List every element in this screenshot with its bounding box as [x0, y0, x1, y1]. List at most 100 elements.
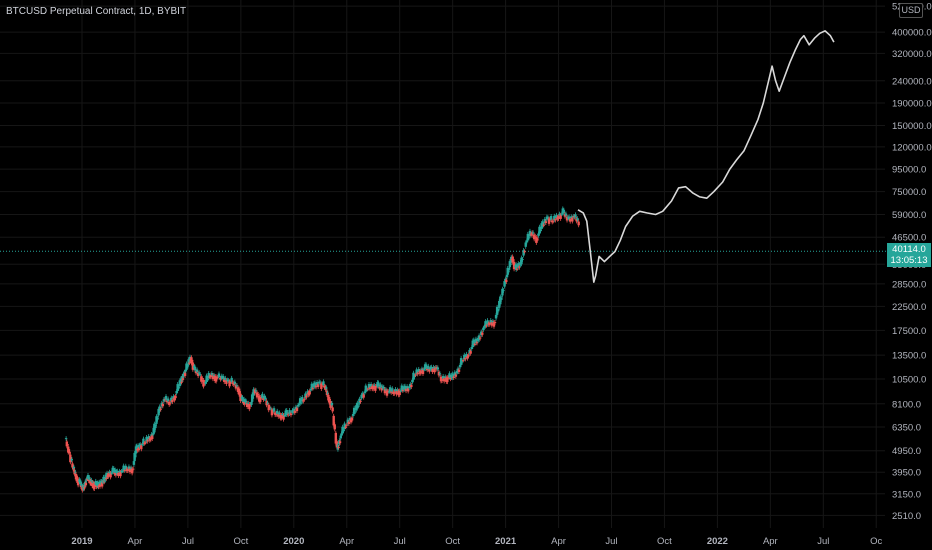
candle-body [366, 388, 370, 390]
candle-body [547, 218, 551, 224]
candle-body [390, 391, 393, 393]
candle-body [333, 424, 336, 430]
candle-body [88, 477, 91, 481]
y-tick-label: 320000.0 [892, 49, 932, 60]
y-tick-label: 28500.0 [892, 279, 926, 290]
candle-body [238, 391, 241, 393]
candle-body [291, 410, 294, 413]
candle-body [421, 369, 425, 375]
candle-body [301, 396, 304, 402]
candle-body [131, 468, 135, 470]
x-tick-label: Apr [128, 536, 143, 547]
candle-body [72, 466, 76, 469]
candle-body [216, 376, 219, 378]
candle-body [65, 441, 69, 447]
candle-body [359, 400, 362, 402]
time-axis[interactable]: 2019 Apr Jul Oct 2020 Apr Jul Oct 2021 Apr Jul Oct 2… [71, 536, 882, 547]
candle-body [293, 410, 297, 413]
candle-body [557, 216, 560, 219]
candle-body [447, 377, 450, 379]
candle-body [509, 264, 512, 266]
candle-body [241, 397, 244, 402]
y-tick-label: 2510.0 [892, 511, 921, 522]
candle-body [526, 233, 530, 241]
candle-body [428, 369, 431, 372]
candle-body [541, 221, 544, 227]
candle-body [251, 396, 255, 399]
candle-body [112, 467, 115, 473]
candle-body [377, 382, 380, 387]
candle-body [458, 364, 462, 368]
candle-body [388, 387, 392, 392]
last-price-badge: 40114.0 13:05:13 [887, 243, 931, 267]
candle-body [362, 394, 365, 398]
candle-body [207, 373, 210, 379]
candle-body [507, 268, 511, 270]
candle-body [352, 407, 356, 415]
candle-body [110, 472, 113, 474]
candle-body [261, 393, 264, 398]
candle-body [222, 376, 225, 380]
candle-body [141, 443, 144, 445]
candle-body [154, 425, 157, 429]
candle-body [144, 442, 147, 444]
candle-body [514, 264, 518, 270]
candle-body [85, 478, 88, 481]
candle-body [474, 338, 478, 344]
candle-body [416, 372, 419, 375]
candle-body [103, 480, 107, 482]
candle-body [249, 404, 252, 406]
candle-body [460, 361, 464, 363]
candle-body [438, 373, 442, 375]
candle-body [469, 351, 472, 354]
candle-body [534, 235, 537, 237]
candle-body [264, 397, 267, 400]
currency-badge[interactable]: USD [899, 3, 923, 18]
candle-body [319, 382, 322, 384]
candle-body [441, 376, 445, 379]
candle-body [414, 374, 417, 376]
candle-body [518, 266, 521, 268]
candle-body [108, 471, 111, 474]
candle-body [560, 213, 563, 215]
y-tick-label: 75000.0 [892, 187, 926, 198]
candle-body [488, 322, 491, 325]
candle-body [165, 400, 169, 403]
candle-body [375, 386, 378, 388]
candle-body [292, 408, 295, 413]
candle-body [326, 392, 329, 394]
candle-body [126, 468, 130, 471]
candle-body [71, 463, 74, 468]
candle-body [571, 217, 574, 222]
candle-body [344, 426, 347, 428]
candle-body [212, 374, 216, 376]
candle-body [453, 372, 456, 376]
candle-body [87, 479, 90, 482]
candle-body [439, 376, 443, 382]
candle-body [505, 279, 508, 282]
candle-body [177, 387, 180, 389]
candle-body [520, 257, 523, 265]
candle-body [225, 380, 228, 384]
candle-body [113, 469, 117, 473]
x-tick-label: Oct [657, 536, 672, 547]
candle-body [565, 216, 569, 221]
candle-body [105, 478, 108, 480]
candle-body [289, 413, 293, 416]
y-tick-label: 3950.0 [892, 468, 921, 479]
candle-body [79, 484, 83, 488]
candle-body [224, 377, 227, 380]
candle-body [442, 378, 446, 382]
candle-body [70, 458, 73, 461]
candle-body [206, 379, 209, 381]
candle-body [490, 322, 494, 326]
candle-body [354, 411, 357, 413]
y-tick-label: 6350.0 [892, 422, 921, 433]
candle-body [577, 221, 580, 226]
candle-body [555, 214, 558, 219]
candle-body [552, 221, 555, 223]
candle-body [310, 383, 314, 389]
candle-body [387, 391, 391, 393]
candle-body [270, 409, 274, 416]
